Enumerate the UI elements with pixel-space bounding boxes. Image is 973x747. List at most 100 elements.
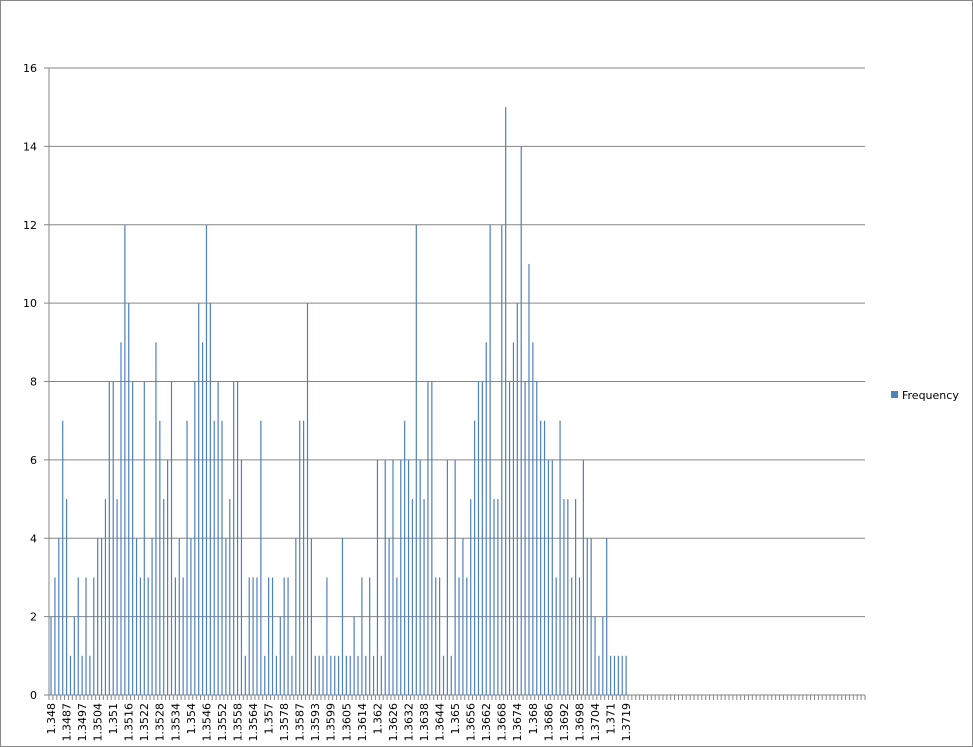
bar xyxy=(497,499,499,695)
y-tick-label: 10 xyxy=(23,297,37,310)
bar xyxy=(586,538,588,695)
bar xyxy=(419,459,421,695)
bar xyxy=(458,577,460,695)
bar xyxy=(143,381,145,695)
bar xyxy=(186,420,188,695)
x-tick-label: 1.3626 xyxy=(387,703,400,742)
bar xyxy=(124,224,126,695)
bar xyxy=(151,538,153,695)
bar xyxy=(260,420,262,695)
bar xyxy=(100,538,103,695)
x-tick-label: 1.3546 xyxy=(200,703,213,742)
bar xyxy=(54,577,56,695)
bar xyxy=(609,655,612,695)
x-tick-label: 1.3552 xyxy=(216,703,229,742)
bar xyxy=(334,655,336,695)
x-tick-label: 1.3599 xyxy=(325,703,338,742)
bar xyxy=(439,577,441,695)
x-tick-label: 1.3662 xyxy=(480,703,493,742)
x-tick-label: 1.3487 xyxy=(60,703,73,742)
bar xyxy=(501,224,503,695)
y-tick-label: 14 xyxy=(23,140,37,153)
bar xyxy=(532,342,534,695)
bar xyxy=(190,538,192,695)
bar xyxy=(139,577,142,695)
bar xyxy=(112,381,114,695)
y-tick-label: 16 xyxy=(23,62,37,75)
bar xyxy=(512,342,515,695)
bar xyxy=(104,499,107,695)
bar xyxy=(248,577,250,695)
bar xyxy=(415,224,417,695)
x-tick-label: 1.368 xyxy=(527,703,540,735)
bar xyxy=(369,577,371,695)
bar xyxy=(108,381,110,695)
y-tick-label: 4 xyxy=(30,532,37,545)
bar xyxy=(201,342,204,695)
bar xyxy=(582,459,584,695)
bar xyxy=(73,616,75,695)
bar xyxy=(65,499,68,695)
x-tick-label: 1.3564 xyxy=(247,703,260,742)
bar xyxy=(617,655,619,695)
bar xyxy=(423,499,425,695)
bar xyxy=(446,459,448,695)
x-tick-label: 1.3516 xyxy=(123,703,136,742)
bar xyxy=(97,538,99,695)
bar xyxy=(341,538,344,695)
bar xyxy=(489,224,491,695)
bar xyxy=(268,577,270,695)
bar xyxy=(407,459,410,695)
bar xyxy=(252,577,254,695)
bar xyxy=(264,655,266,695)
bar xyxy=(198,303,200,695)
y-tick-label: 8 xyxy=(30,376,37,389)
bar xyxy=(318,655,320,695)
x-tick-label: 1.3558 xyxy=(231,703,244,742)
bar xyxy=(388,538,390,695)
x-tick-label: 1.3605 xyxy=(340,703,353,742)
bar xyxy=(330,655,332,695)
bar xyxy=(505,107,507,695)
x-tick-label: 1.3668 xyxy=(496,703,509,742)
bar xyxy=(221,420,223,695)
bar xyxy=(477,381,480,695)
bar xyxy=(209,303,211,695)
x-tick-label: 1.3587 xyxy=(294,703,307,742)
bar xyxy=(392,459,394,695)
x-tick-label: 1.3674 xyxy=(511,703,524,742)
bar xyxy=(353,616,355,695)
bar xyxy=(135,538,138,695)
x-tick-label: 1.3704 xyxy=(589,703,602,742)
bar xyxy=(590,538,592,695)
bar xyxy=(163,499,165,695)
bar xyxy=(606,538,608,695)
bar xyxy=(303,420,305,695)
bar xyxy=(454,459,456,695)
bar xyxy=(225,538,227,695)
bar xyxy=(256,577,258,695)
bar xyxy=(62,420,64,695)
bar xyxy=(400,459,402,695)
y-tick-label: 2 xyxy=(30,611,37,624)
x-tick-label: 1.362 xyxy=(371,703,384,735)
x-tick-label: 1.3638 xyxy=(418,703,431,742)
bar xyxy=(372,655,375,695)
bar xyxy=(116,499,118,695)
x-tick-label: 1.3719 xyxy=(620,703,633,742)
bar xyxy=(58,538,60,695)
x-tick-label: 1.3632 xyxy=(402,703,415,742)
bar xyxy=(271,577,274,695)
bar xyxy=(240,459,243,695)
x-tick-label: 1.3578 xyxy=(278,703,291,742)
bar xyxy=(283,577,285,695)
bar xyxy=(299,420,301,695)
bar xyxy=(555,577,557,695)
bar xyxy=(431,381,433,695)
x-tick-label: 1.3698 xyxy=(573,703,586,742)
x-tick-label: 1.3692 xyxy=(558,703,571,742)
bar xyxy=(528,263,530,695)
bar xyxy=(466,577,468,695)
bar xyxy=(174,577,176,695)
